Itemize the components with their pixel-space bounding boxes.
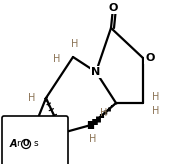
- Text: H: H: [53, 54, 61, 64]
- Text: H: H: [28, 93, 36, 103]
- Text: N: N: [91, 67, 101, 77]
- Text: H: H: [71, 39, 79, 49]
- Text: O: O: [108, 3, 118, 13]
- Text: O: O: [145, 53, 155, 63]
- Text: H: H: [152, 106, 160, 116]
- Text: r: r: [16, 140, 20, 148]
- Text: A: A: [10, 139, 18, 149]
- FancyBboxPatch shape: [2, 116, 68, 164]
- Text: s: s: [34, 140, 39, 148]
- Text: O: O: [23, 140, 29, 148]
- Text: H: H: [89, 134, 97, 144]
- Text: H: H: [100, 108, 108, 118]
- Text: H: H: [152, 92, 160, 102]
- Text: H: H: [58, 142, 66, 152]
